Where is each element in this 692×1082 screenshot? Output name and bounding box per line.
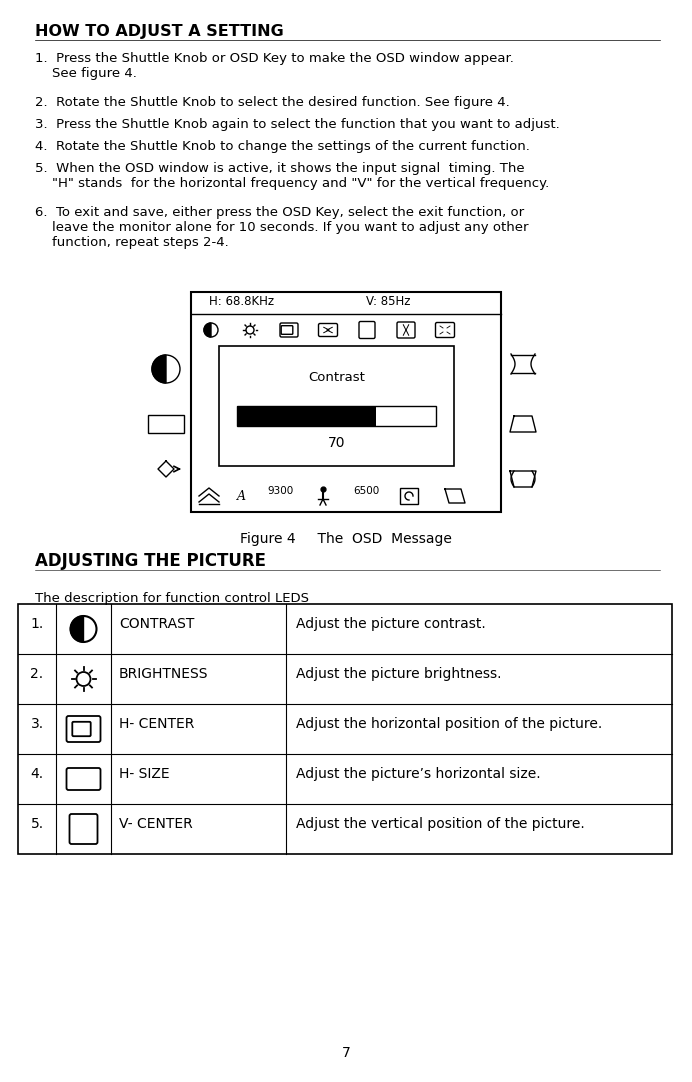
- Polygon shape: [204, 324, 211, 337]
- Text: 4.  Rotate the Shuttle Knob to change the settings of the current function.: 4. Rotate the Shuttle Knob to change the…: [35, 140, 530, 153]
- FancyBboxPatch shape: [66, 716, 100, 742]
- Text: H: 68.8KHz: H: 68.8KHz: [209, 295, 274, 308]
- FancyBboxPatch shape: [435, 322, 455, 338]
- Text: 5.  When the OSD window is active, it shows the input signal  timing. The: 5. When the OSD window is active, it sho…: [35, 162, 525, 175]
- Text: Adjust the horizontal position of the picture.: Adjust the horizontal position of the pi…: [296, 717, 602, 731]
- Text: HOW TO ADJUST A SETTING: HOW TO ADJUST A SETTING: [35, 24, 284, 39]
- Text: "H" stands  for the horizontal frequency and "V" for the vertical frequency.: "H" stands for the horizontal frequency …: [35, 177, 549, 190]
- Text: 1.  Press the Shuttle Knob or OSD Key to make the OSD window appear.: 1. Press the Shuttle Knob or OSD Key to …: [35, 52, 514, 65]
- Text: 6500: 6500: [353, 486, 379, 496]
- Text: 1.: 1.: [30, 617, 44, 631]
- FancyBboxPatch shape: [72, 722, 91, 736]
- Text: Contrast: Contrast: [308, 371, 365, 384]
- Text: EXIT: EXIT: [158, 420, 174, 426]
- Text: A: A: [237, 489, 246, 502]
- Text: 3.: 3.: [30, 717, 44, 731]
- Text: 7: 7: [342, 1046, 350, 1060]
- Text: BRIGHTNESS: BRIGHTNESS: [119, 667, 208, 681]
- FancyBboxPatch shape: [66, 768, 100, 790]
- Text: 4.: 4.: [30, 767, 44, 781]
- Bar: [237, 406, 376, 426]
- Text: Adjust the picture contrast.: Adjust the picture contrast.: [296, 617, 486, 631]
- Text: V: 85Hz: V: 85Hz: [366, 295, 410, 308]
- Text: 2.: 2.: [30, 667, 44, 681]
- Text: V- CENTER: V- CENTER: [119, 817, 193, 831]
- Text: 9300: 9300: [267, 486, 293, 496]
- FancyBboxPatch shape: [69, 814, 98, 844]
- Bar: [191, 292, 501, 512]
- FancyBboxPatch shape: [318, 324, 338, 337]
- Text: H- SIZE: H- SIZE: [119, 767, 170, 781]
- Text: Adjust the picture’s horizontal size.: Adjust the picture’s horizontal size.: [296, 767, 540, 781]
- Text: ADJUSTING THE PICTURE: ADJUSTING THE PICTURE: [35, 552, 266, 570]
- Text: leave the monitor alone for 10 seconds. If you want to adjust any other: leave the monitor alone for 10 seconds. …: [35, 221, 529, 234]
- Text: CONTRAST: CONTRAST: [119, 617, 194, 631]
- Text: 70: 70: [328, 436, 345, 450]
- Text: Adjust the picture brightness.: Adjust the picture brightness.: [296, 667, 502, 681]
- Bar: [219, 346, 454, 466]
- FancyBboxPatch shape: [280, 324, 298, 337]
- Text: 2.  Rotate the Shuttle Knob to select the desired function. See figure 4.: 2. Rotate the Shuttle Knob to select the…: [35, 96, 510, 109]
- FancyBboxPatch shape: [359, 321, 375, 339]
- Text: 6.  To exit and save, either press the OSD Key, select the exit function, or: 6. To exit and save, either press the OS…: [35, 206, 524, 219]
- Text: See figure 4.: See figure 4.: [35, 67, 137, 80]
- Text: function, repeat steps 2-4.: function, repeat steps 2-4.: [35, 236, 229, 249]
- Text: The description for function control LEDS: The description for function control LED…: [35, 592, 309, 605]
- Polygon shape: [71, 616, 84, 642]
- FancyBboxPatch shape: [397, 322, 415, 338]
- Text: 3.  Press the Shuttle Knob again to select the function that you want to adjust.: 3. Press the Shuttle Knob again to selec…: [35, 118, 560, 131]
- Text: Adjust the vertical position of the picture.: Adjust the vertical position of the pict…: [296, 817, 585, 831]
- Bar: [237, 406, 436, 426]
- FancyBboxPatch shape: [281, 326, 293, 334]
- Polygon shape: [152, 355, 166, 383]
- Bar: [18, 604, 672, 854]
- Text: H- CENTER: H- CENTER: [119, 717, 194, 731]
- Text: 5.: 5.: [30, 817, 44, 831]
- Bar: [400, 488, 418, 504]
- Bar: [148, 415, 184, 433]
- Text: Figure 4     The  OSD  Message: Figure 4 The OSD Message: [240, 532, 452, 546]
